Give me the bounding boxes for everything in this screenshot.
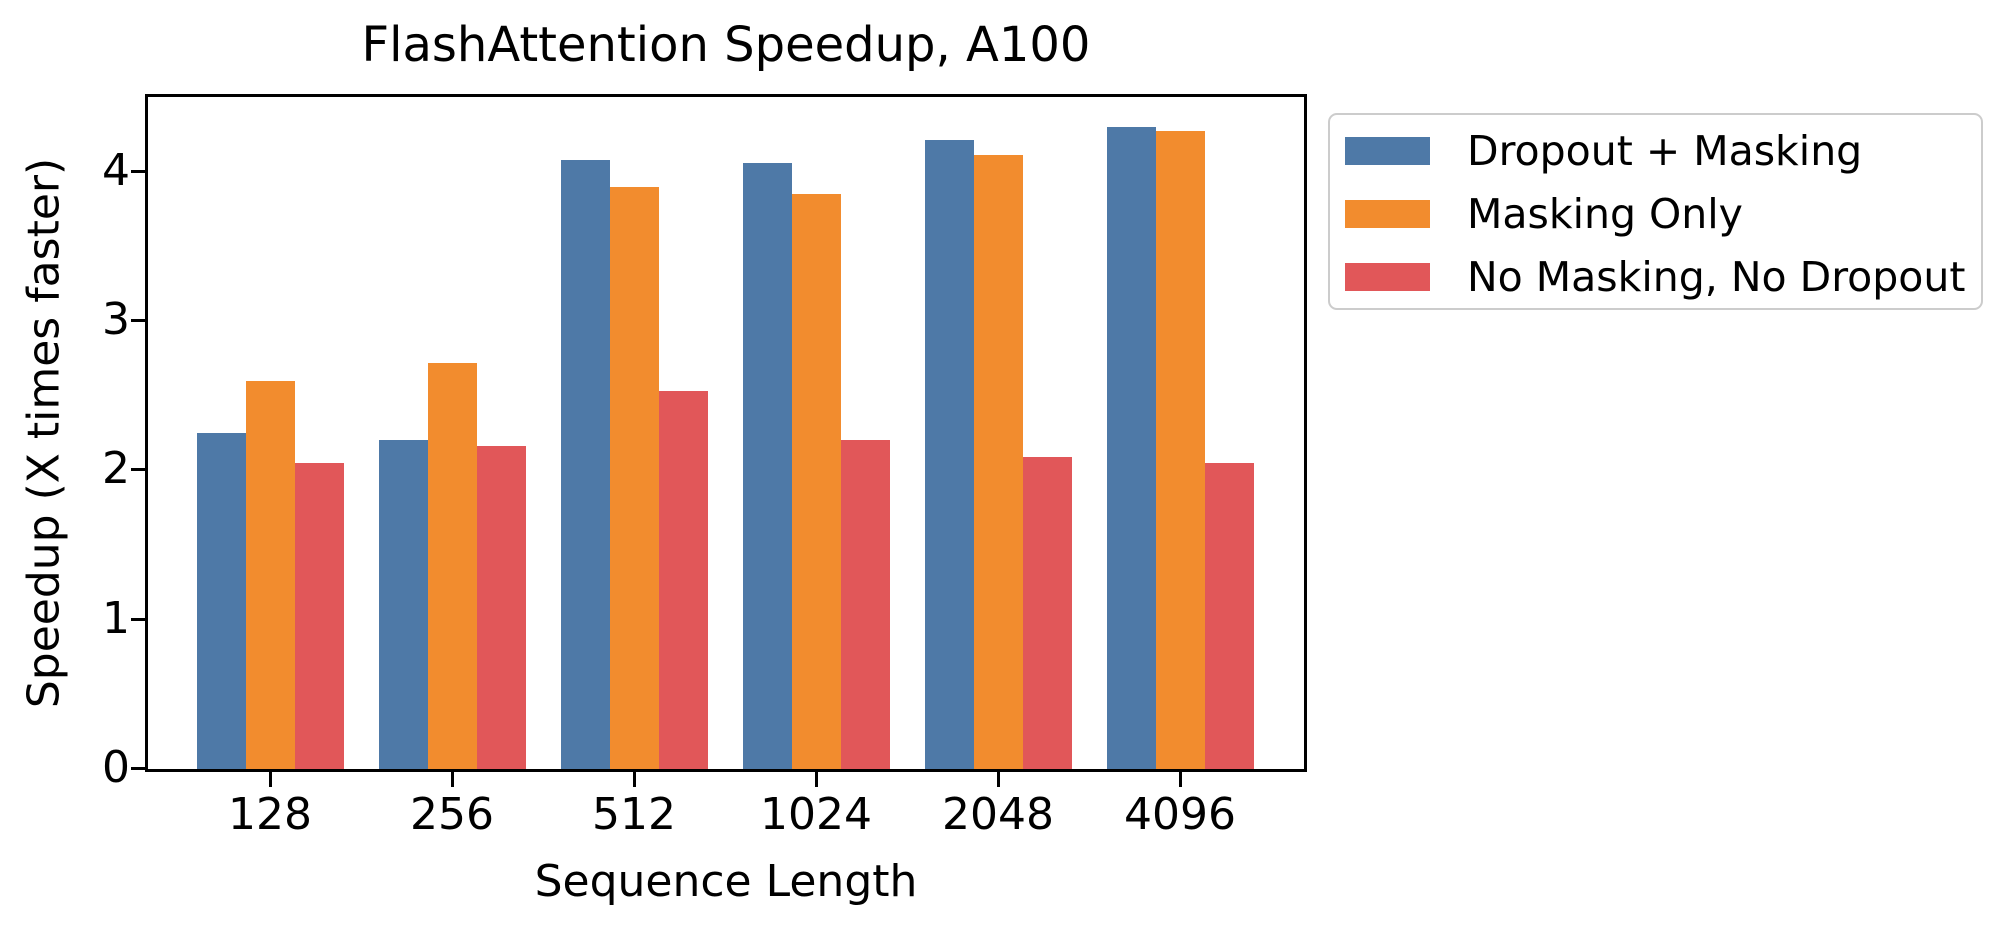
y-tick-label: 2	[102, 443, 130, 494]
bar-2048-series-1	[973, 155, 1023, 769]
x-tick-label: 1024	[760, 789, 872, 840]
y-tick-mark	[131, 468, 145, 471]
y-tick-mark	[131, 170, 145, 173]
x-tick-mark	[269, 772, 272, 787]
legend-swatch-icon	[1345, 199, 1430, 228]
x-tick-label: 256	[410, 789, 494, 840]
legend: Dropout + Masking Masking Only No Masking,…	[1328, 113, 1983, 310]
bar-128-series-2	[294, 462, 344, 769]
y-tick-label: 4	[102, 145, 130, 196]
bar-1024-series-0	[742, 162, 792, 769]
x-tick-mark	[997, 772, 1000, 787]
x-tick-mark	[815, 772, 818, 787]
bar-4096-series-1	[1155, 131, 1205, 769]
x-tick-mark	[451, 772, 454, 787]
legend-label: Dropout + Masking	[1467, 126, 1863, 175]
legend-label: No Masking, No Dropout	[1467, 252, 1966, 301]
bar-256-series-1	[427, 362, 477, 769]
bar-4096-series-2	[1204, 462, 1254, 769]
bar-4096-series-0	[1106, 126, 1156, 769]
bar-256-series-0	[378, 440, 428, 769]
bar-256-series-2	[476, 446, 526, 769]
y-tick-mark	[131, 618, 145, 621]
x-tick-label: 2048	[942, 789, 1054, 840]
bar-128-series-0	[196, 433, 246, 769]
legend-item: No Masking, No Dropout	[1330, 245, 1981, 308]
x-tick-label: 512	[592, 789, 676, 840]
y-tick-mark	[131, 767, 145, 770]
y-tick-mark	[131, 319, 145, 322]
x-tick-mark	[1179, 772, 1182, 787]
y-tick-label: 0	[102, 742, 130, 793]
x-tick-label: 4096	[1124, 789, 1236, 840]
y-tick-label: 3	[102, 294, 130, 345]
x-tick-mark	[633, 772, 636, 787]
legend-swatch-icon	[1345, 262, 1430, 291]
legend-item: Masking Only	[1330, 182, 1981, 245]
plot-area	[145, 94, 1307, 772]
bar-512-series-1	[609, 186, 659, 769]
bar-2048-series-0	[924, 140, 974, 769]
bar-1024-series-2	[840, 440, 890, 769]
bar-2048-series-2	[1022, 456, 1072, 769]
x-axis-label: Sequence Length	[534, 856, 918, 907]
legend-item: Dropout + Masking	[1330, 119, 1981, 182]
x-tick-label: 128	[228, 789, 312, 840]
bar-512-series-0	[560, 159, 610, 769]
bar-128-series-1	[245, 380, 295, 769]
legend-swatch-icon	[1345, 136, 1430, 165]
bar-512-series-2	[658, 391, 708, 769]
bar-1024-series-1	[791, 194, 841, 769]
legend-label: Masking Only	[1467, 189, 1743, 238]
chart-title: FlashAttention Speedup, A100	[361, 17, 1091, 73]
y-tick-label: 1	[102, 593, 130, 644]
